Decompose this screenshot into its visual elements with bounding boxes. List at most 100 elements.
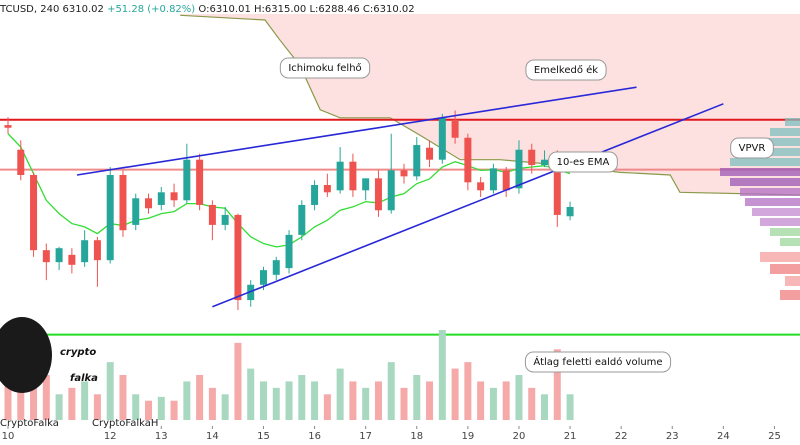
candle-body	[196, 159, 204, 205]
candle-body	[208, 204, 216, 225]
x-tick-label: 21	[564, 431, 577, 442]
candle-body	[323, 184, 331, 193]
x-tick-label: 18	[410, 431, 423, 442]
close: C:6310.02	[363, 4, 415, 15]
candle-body	[247, 284, 255, 301]
volume-bar	[374, 381, 382, 420]
candle-body	[132, 198, 140, 225]
x-tick-label: 15	[257, 431, 270, 442]
candle-body	[553, 159, 561, 215]
volume-bar	[400, 387, 408, 420]
volume-bar	[17, 387, 25, 420]
logo-text: crypto	[60, 347, 96, 358]
candle-body	[55, 248, 63, 263]
volume-bar	[93, 394, 101, 420]
candle-body	[400, 170, 408, 177]
candle-body	[438, 117, 446, 160]
volume-bar	[541, 394, 549, 420]
change: +51.28 (+0.82%)	[107, 4, 195, 15]
x-tick-label: 12	[104, 431, 117, 442]
candle-body	[221, 214, 229, 225]
annotation-box	[730, 137, 774, 159]
x-tick-label: 22	[615, 431, 628, 442]
logo-text: falka	[70, 373, 98, 384]
cloud-edge	[180, 14, 800, 196]
volume-bar	[566, 394, 574, 420]
candle-body	[30, 175, 38, 251]
candle-body	[157, 192, 165, 205]
volume-bar	[451, 368, 459, 420]
volume-bar	[336, 368, 344, 420]
annotation: 10-es EMA	[557, 157, 610, 168]
logo-badge	[0, 317, 52, 393]
volume-bar	[30, 368, 38, 420]
cloud-area	[180, 14, 800, 195]
volume-bar	[311, 381, 319, 420]
volume-bar	[68, 387, 76, 420]
candle-body	[285, 234, 293, 269]
volume-bar	[81, 381, 89, 420]
candle-body	[502, 170, 510, 191]
candle-body	[426, 147, 434, 160]
annotation-box	[524, 351, 672, 373]
volume-bar	[221, 394, 229, 420]
volume-bar	[413, 375, 421, 420]
candle-body	[515, 149, 523, 189]
candle-body	[413, 145, 421, 177]
candle-body	[477, 182, 485, 191]
candle-body	[93, 240, 101, 261]
volume-bar	[502, 381, 510, 420]
vpvr	[720, 118, 800, 300]
candle-body	[81, 240, 89, 263]
candle-body	[528, 149, 536, 166]
volume-bar	[298, 375, 306, 420]
candle-body	[387, 170, 395, 211]
volume-bar	[132, 394, 140, 420]
annotation: VPVR	[739, 143, 766, 154]
volume-bar	[285, 381, 293, 420]
candle-body	[451, 119, 459, 138]
volume-bar	[515, 375, 523, 420]
volume-bar	[553, 349, 561, 420]
volume-bar	[106, 362, 114, 420]
candle-body	[170, 192, 178, 201]
volume-bar	[387, 362, 395, 420]
x-tick-label: 20	[513, 431, 526, 442]
x-tick-label: 16	[308, 431, 321, 442]
volume-bar	[438, 330, 446, 420]
volume-bar	[323, 394, 331, 420]
x-tick-label: 25	[768, 431, 781, 442]
candle-body	[42, 250, 50, 263]
symbol: TCUSD, 240	[0, 4, 59, 15]
annotation: Ichimoku felhő	[288, 62, 361, 74]
candle-body	[234, 214, 242, 301]
candle-body	[68, 254, 76, 265]
x-tick-label: 13	[155, 431, 168, 442]
volume-bar	[170, 400, 178, 420]
annotation: Emelkedő ék	[534, 64, 598, 76]
open: O:6310.01	[198, 4, 250, 15]
watermark-text: CryptoFalkaH	[92, 418, 158, 429]
candle-body	[272, 260, 280, 275]
high: H:6315.00	[254, 4, 306, 15]
candle-body	[17, 149, 25, 176]
volume-bar	[489, 387, 497, 420]
x-tick-label: 10	[2, 431, 15, 442]
candle-body	[4, 125, 12, 128]
candle-body	[106, 175, 114, 261]
annotation: Átlag feletti ealdó volume	[533, 355, 662, 368]
volume-bar	[477, 381, 485, 420]
trend-line	[212, 103, 724, 308]
volume-bar	[259, 381, 267, 420]
candle-body	[489, 168, 497, 191]
x-tick-label: 19	[462, 431, 475, 442]
candle-body	[362, 178, 370, 191]
volume-bar	[145, 400, 153, 420]
volume-bar	[196, 375, 204, 420]
header: TCUSD, 240 6310.02 +51.28 (+0.82%) O:631…	[0, 4, 415, 15]
candle-body	[145, 198, 153, 209]
candle-body	[311, 184, 319, 205]
candle-body	[298, 204, 306, 235]
candle-body	[566, 206, 574, 217]
annotation-box	[525, 59, 607, 81]
